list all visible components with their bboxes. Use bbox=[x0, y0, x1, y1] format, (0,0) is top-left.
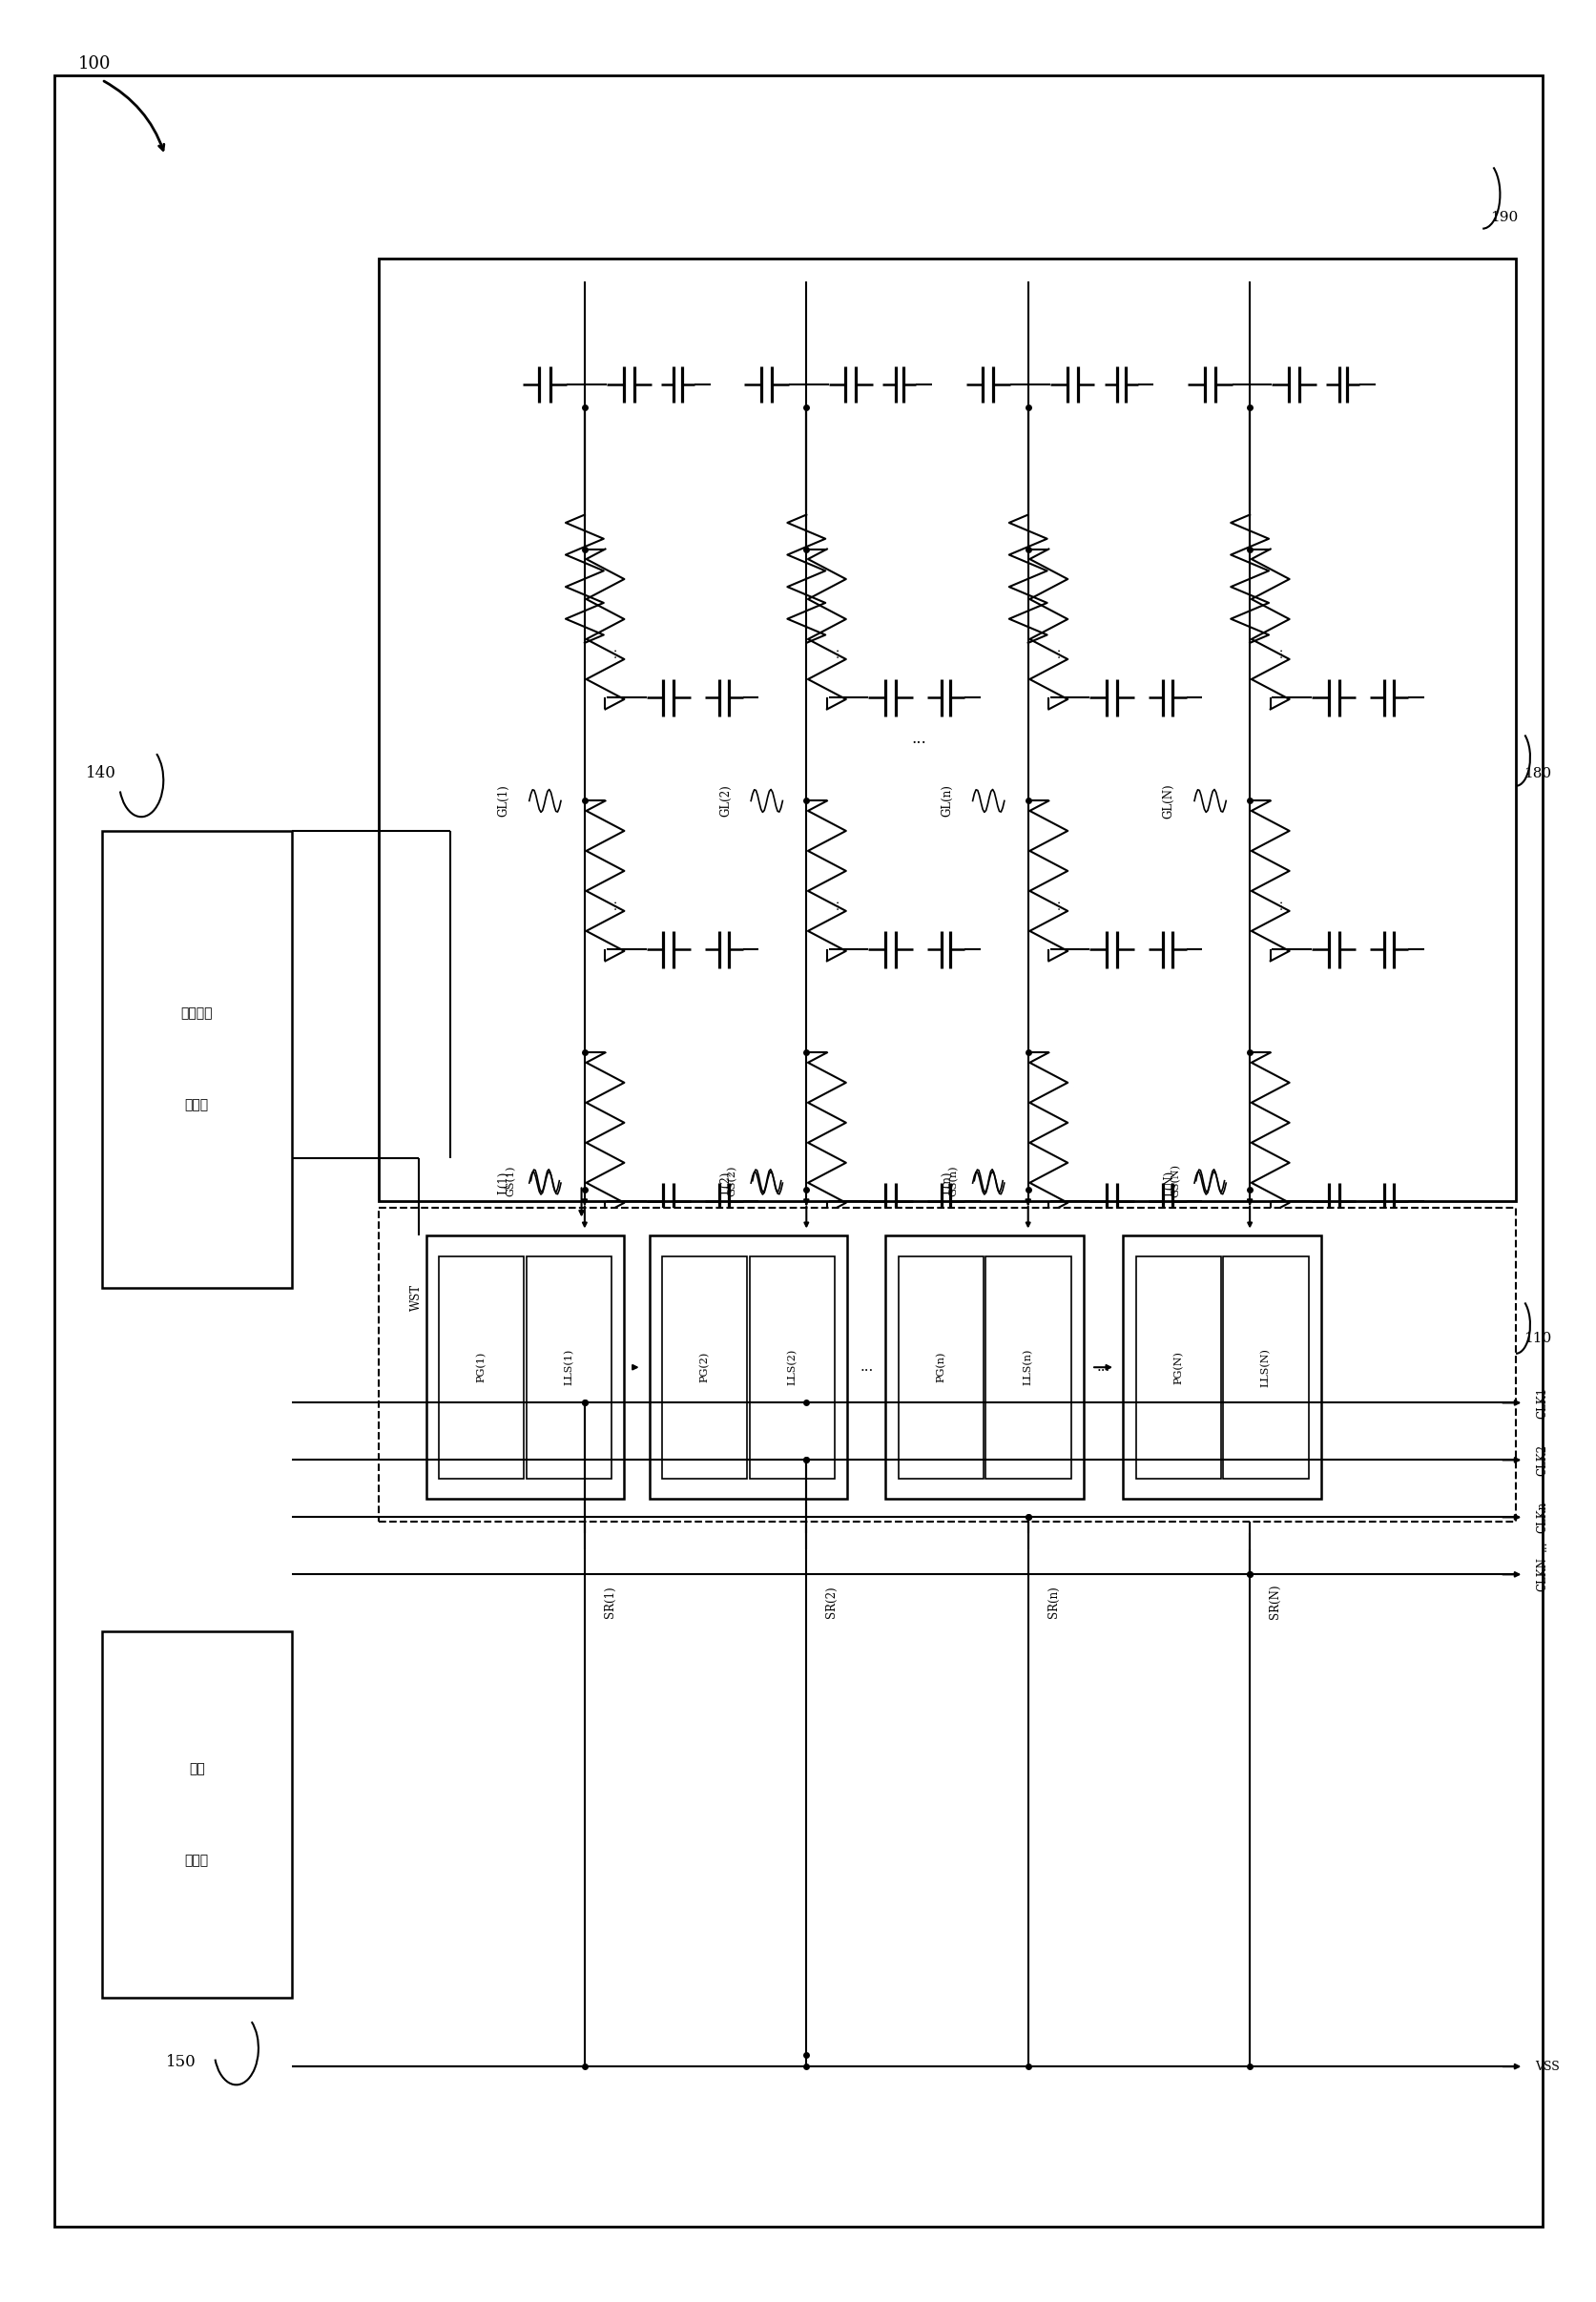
Bar bbox=[1223, 1257, 1307, 1478]
Text: LLS(2): LLS(2) bbox=[787, 1349, 796, 1386]
Text: ...: ... bbox=[1272, 898, 1283, 909]
Bar bbox=[378, 258, 1515, 1202]
Text: SR(n): SR(n) bbox=[1047, 1586, 1058, 1618]
Text: 电源: 电源 bbox=[188, 1763, 204, 1775]
Bar bbox=[1122, 1236, 1320, 1499]
Text: ...: ... bbox=[911, 732, 926, 748]
Text: GS(1): GS(1) bbox=[506, 1165, 516, 1197]
Text: L(N): L(N) bbox=[1162, 1169, 1175, 1197]
Text: 180: 180 bbox=[1523, 767, 1551, 780]
Text: L(n): L(n) bbox=[940, 1172, 953, 1195]
Bar bbox=[662, 1257, 747, 1478]
Text: L(2): L(2) bbox=[718, 1172, 731, 1195]
Text: GS(2): GS(2) bbox=[726, 1165, 737, 1197]
Text: WST: WST bbox=[410, 1285, 423, 1310]
Text: SR(1): SR(1) bbox=[603, 1586, 616, 1618]
Text: ...: ... bbox=[1535, 1540, 1548, 1552]
Text: 产生器: 产生器 bbox=[185, 1098, 209, 1112]
Text: SR(2): SR(2) bbox=[825, 1586, 838, 1618]
Text: GL(n): GL(n) bbox=[940, 785, 953, 817]
Bar bbox=[897, 1257, 983, 1478]
Text: CLK1: CLK1 bbox=[1535, 1388, 1548, 1418]
Bar bbox=[102, 1632, 292, 1998]
Text: 产生器: 产生器 bbox=[185, 1853, 209, 1867]
Text: CLKN: CLKN bbox=[1535, 1558, 1548, 1591]
Text: ...: ... bbox=[1272, 647, 1283, 658]
Text: 时钟脉冲: 时钟脉冲 bbox=[180, 1006, 212, 1020]
Bar bbox=[378, 1209, 1515, 1522]
Bar bbox=[102, 831, 292, 1289]
Text: GS(n): GS(n) bbox=[948, 1165, 958, 1197]
Text: 100: 100 bbox=[78, 55, 110, 71]
Text: 110: 110 bbox=[1523, 1333, 1551, 1344]
Bar bbox=[650, 1236, 847, 1499]
Text: LLS(N): LLS(N) bbox=[1261, 1347, 1270, 1386]
Text: CLK2: CLK2 bbox=[1535, 1443, 1548, 1476]
Bar bbox=[985, 1257, 1071, 1478]
Text: VSS: VSS bbox=[1534, 2060, 1559, 2072]
Text: ...: ... bbox=[828, 898, 841, 909]
Bar bbox=[886, 1236, 1084, 1499]
Text: PG(n): PG(n) bbox=[935, 1351, 945, 1384]
Text: ...: ... bbox=[1050, 647, 1063, 658]
Bar bbox=[426, 1236, 624, 1499]
Text: CLKn: CLKn bbox=[1535, 1501, 1548, 1533]
Bar bbox=[439, 1257, 523, 1478]
Text: SR(N): SR(N) bbox=[1269, 1584, 1280, 1618]
Text: ...: ... bbox=[1096, 1360, 1109, 1374]
Text: 140: 140 bbox=[86, 764, 117, 780]
Text: GL(2): GL(2) bbox=[718, 785, 731, 817]
Text: GS(N): GS(N) bbox=[1170, 1165, 1179, 1197]
Text: PG(N): PG(N) bbox=[1173, 1351, 1183, 1384]
Bar bbox=[750, 1257, 835, 1478]
Text: LLS(1): LLS(1) bbox=[563, 1349, 573, 1386]
Text: LLS(n): LLS(n) bbox=[1023, 1349, 1033, 1386]
Text: PG(1): PG(1) bbox=[476, 1351, 487, 1384]
Text: PG(2): PG(2) bbox=[699, 1351, 709, 1384]
Text: L(1): L(1) bbox=[498, 1172, 509, 1195]
Text: ...: ... bbox=[1050, 898, 1063, 909]
Text: GL(N): GL(N) bbox=[1162, 783, 1175, 817]
Text: 150: 150 bbox=[166, 2053, 196, 2069]
Text: ...: ... bbox=[606, 898, 619, 909]
Text: ...: ... bbox=[606, 647, 619, 658]
Bar bbox=[1135, 1257, 1221, 1478]
Text: 190: 190 bbox=[1489, 209, 1518, 223]
Text: ...: ... bbox=[859, 1360, 873, 1374]
Bar bbox=[527, 1257, 611, 1478]
Text: ...: ... bbox=[828, 647, 841, 658]
Text: GL(1): GL(1) bbox=[498, 785, 509, 817]
